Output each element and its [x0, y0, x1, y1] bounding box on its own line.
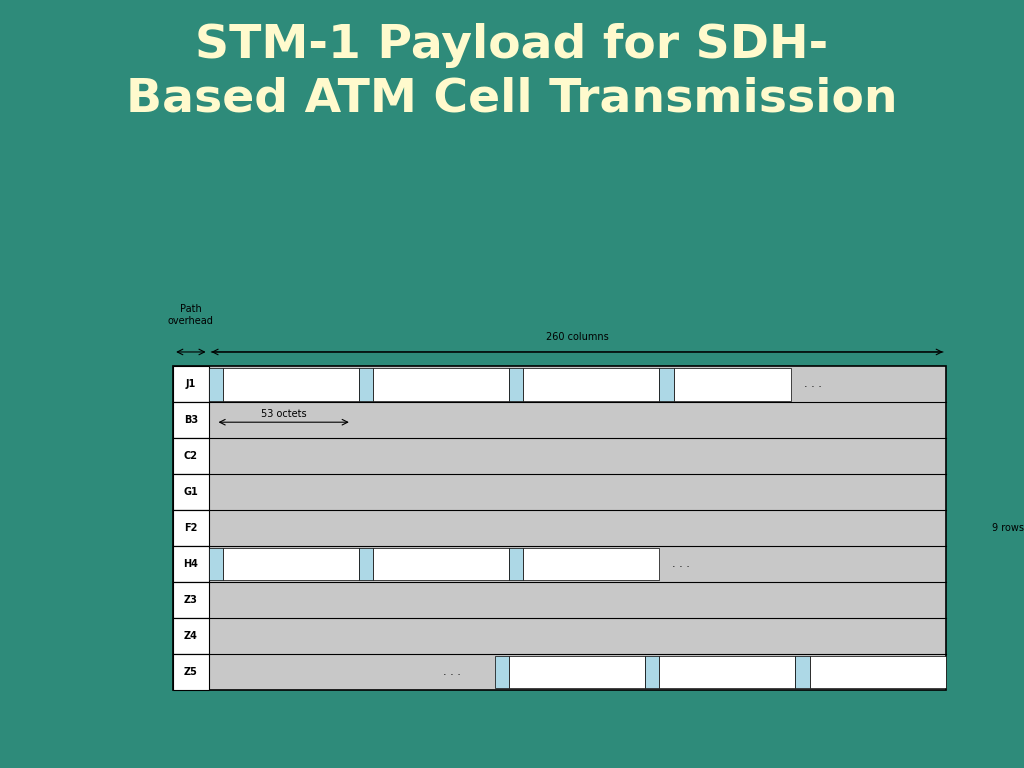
Bar: [659, 656, 796, 688]
Bar: [659, 369, 674, 401]
Bar: [358, 369, 373, 401]
Text: . . .: . . .: [672, 559, 690, 569]
Bar: [509, 369, 523, 401]
Bar: [509, 656, 645, 688]
Text: G1: G1: [183, 487, 199, 498]
Bar: [810, 656, 946, 688]
Bar: [358, 548, 373, 581]
Bar: [173, 366, 209, 402]
Text: B3: B3: [184, 415, 198, 425]
Bar: [173, 475, 209, 510]
Bar: [173, 439, 209, 475]
Bar: [796, 656, 810, 688]
Bar: [373, 548, 509, 581]
Bar: [523, 548, 659, 581]
Bar: [173, 366, 946, 690]
Bar: [495, 656, 509, 688]
Bar: [173, 618, 209, 654]
Text: 9 rows: 9 rows: [992, 523, 1024, 533]
Bar: [523, 369, 659, 401]
Bar: [222, 369, 358, 401]
Text: Z3: Z3: [184, 595, 198, 605]
Text: 260 columns: 260 columns: [546, 332, 608, 342]
Bar: [209, 369, 222, 401]
Text: F2: F2: [184, 523, 198, 533]
Bar: [222, 548, 358, 581]
Bar: [509, 548, 523, 581]
Text: STM-1 Payload for SDH-
Based ATM Cell Transmission: STM-1 Payload for SDH- Based ATM Cell Tr…: [126, 23, 898, 122]
Text: H4: H4: [183, 559, 199, 569]
Text: . . .: . . .: [443, 667, 462, 677]
Text: Z5: Z5: [184, 667, 198, 677]
Bar: [645, 656, 659, 688]
Text: Z4: Z4: [184, 631, 198, 641]
Text: C2: C2: [184, 452, 198, 462]
Text: J1: J1: [185, 379, 196, 389]
Bar: [373, 369, 509, 401]
Bar: [173, 402, 209, 439]
Bar: [173, 654, 209, 690]
Bar: [173, 546, 209, 582]
Bar: [674, 369, 792, 401]
Bar: [209, 548, 222, 581]
Text: 53 octets: 53 octets: [261, 409, 306, 419]
Bar: [173, 582, 209, 618]
Bar: [173, 510, 209, 546]
Text: Path
overhead: Path overhead: [168, 304, 214, 326]
Text: . . .: . . .: [804, 379, 821, 389]
